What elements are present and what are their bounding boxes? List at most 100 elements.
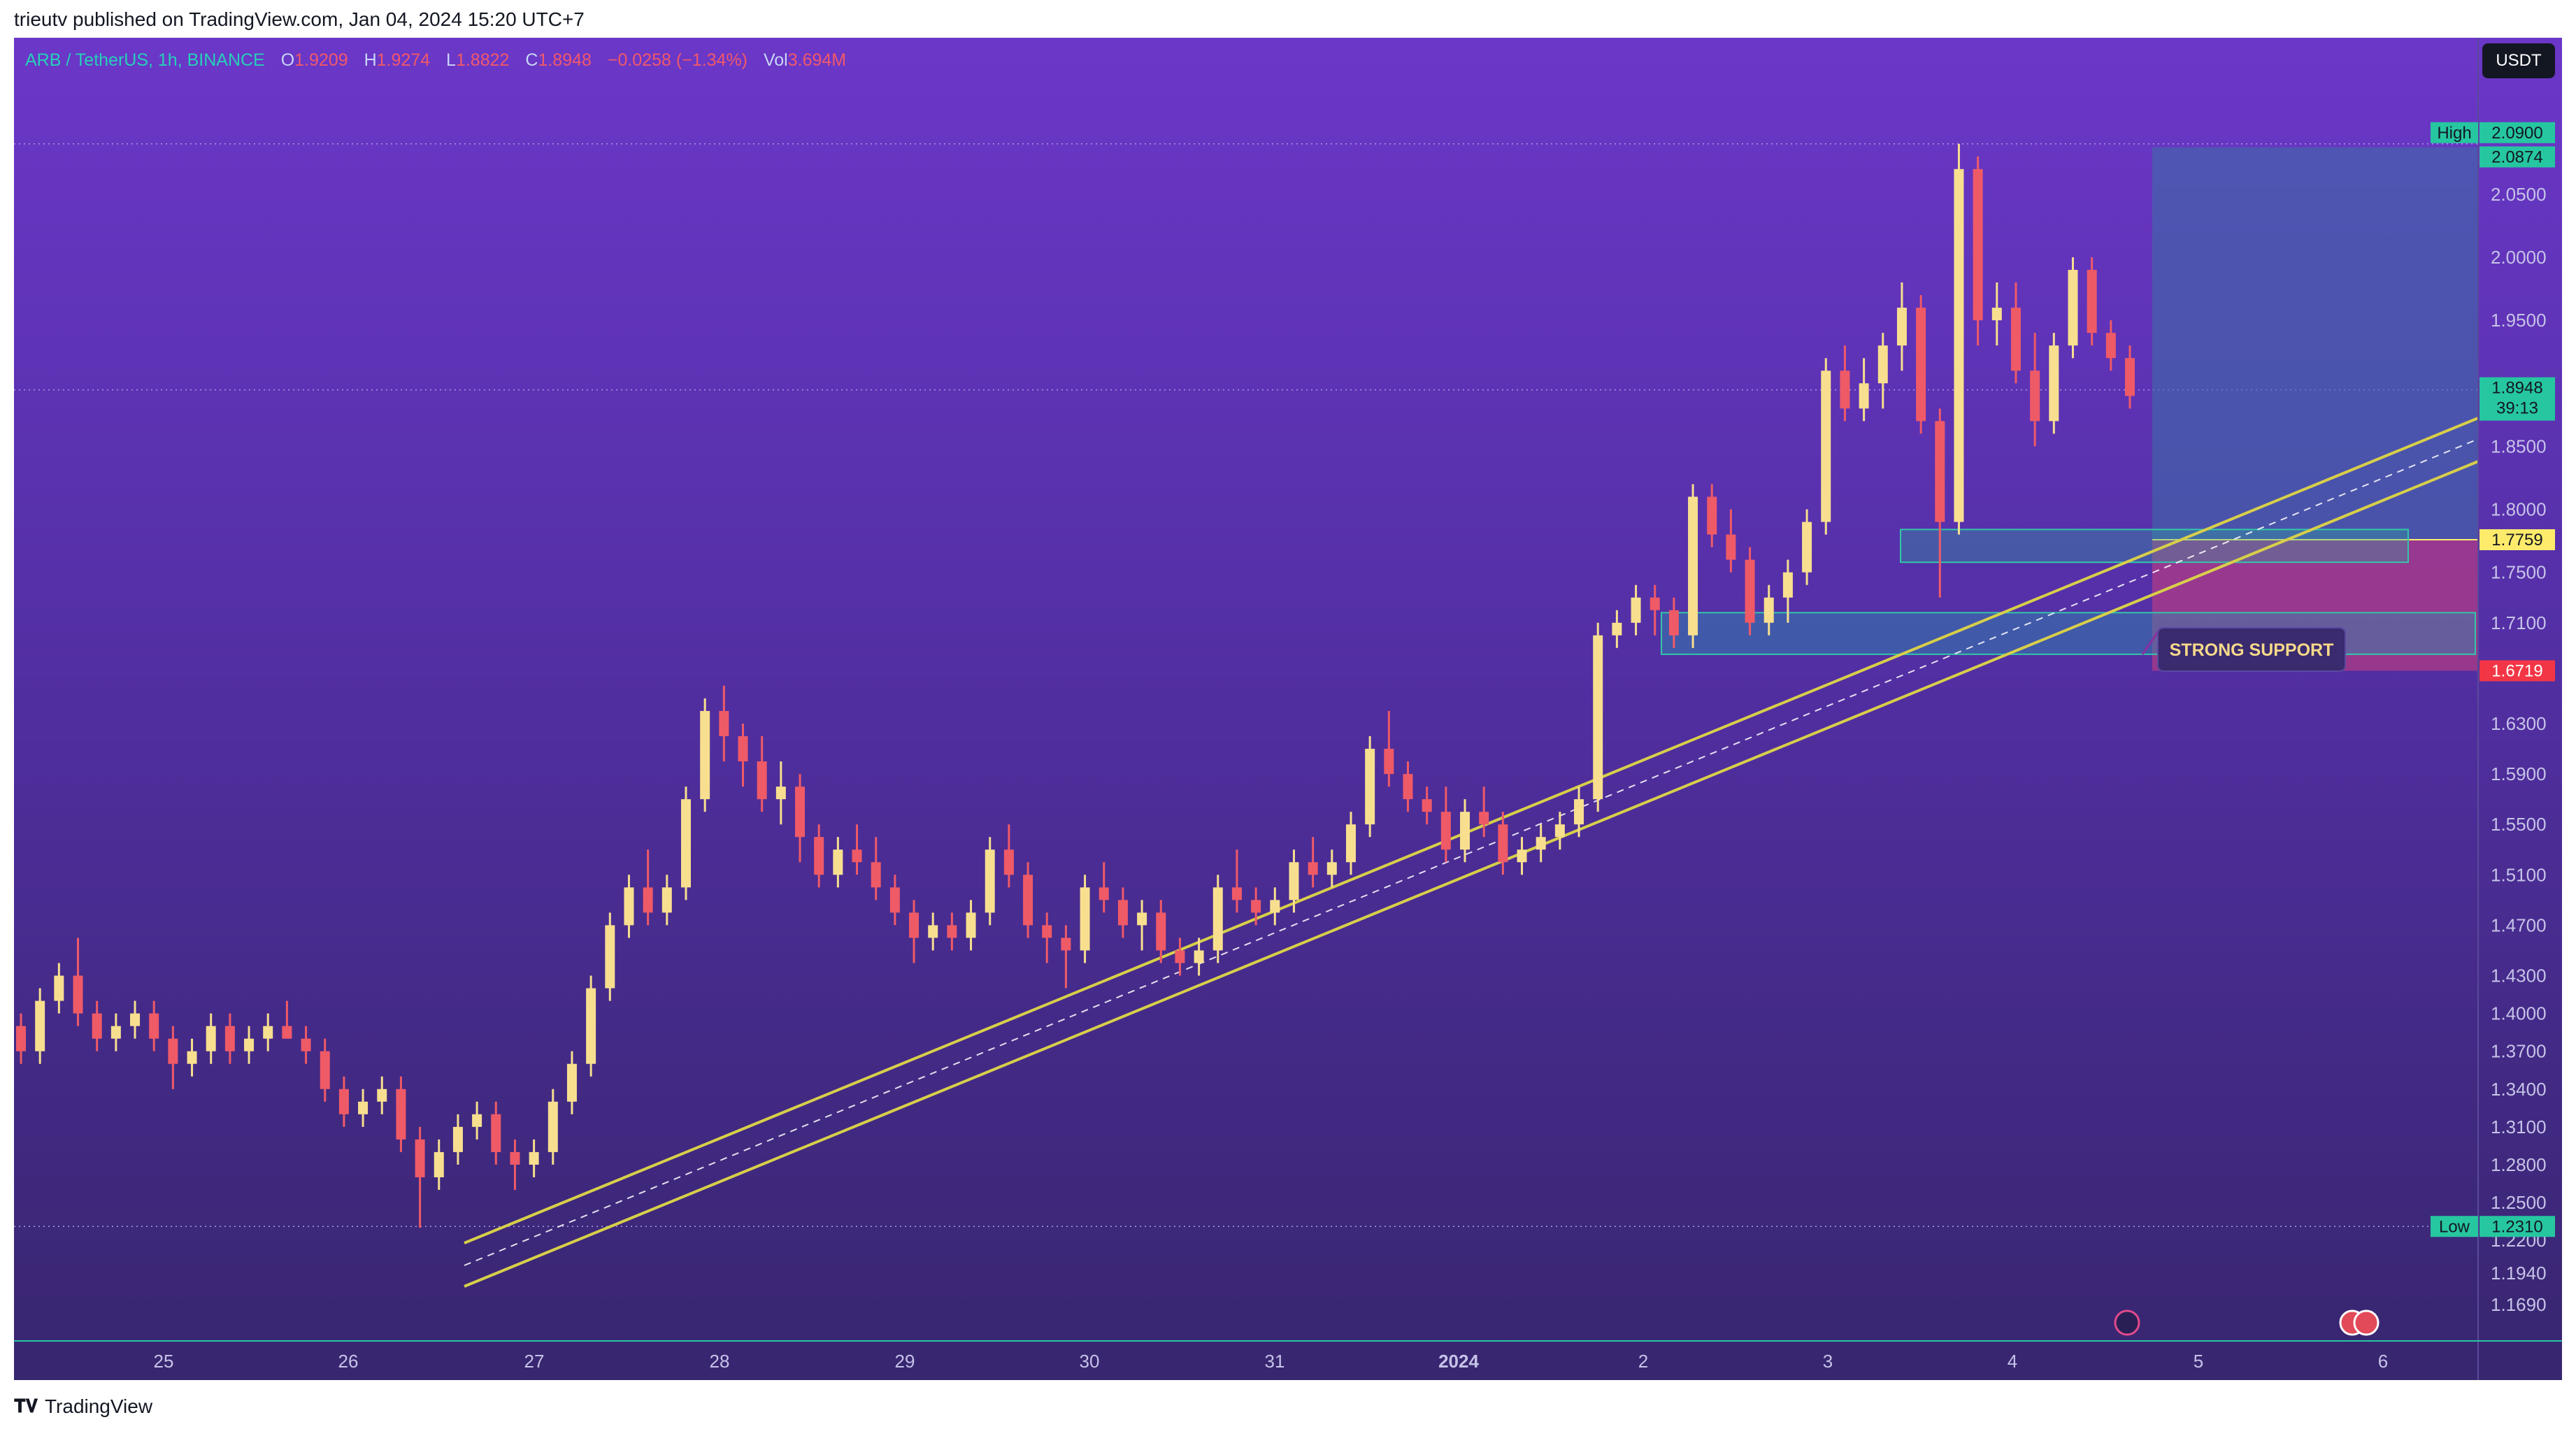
candle-body <box>700 710 710 800</box>
candle <box>833 837 843 888</box>
x-tick-label: 3 <box>1823 1351 1833 1372</box>
candle-body <box>586 988 596 1064</box>
y-tick-label: 1.7100 <box>2491 612 2547 633</box>
candle-body <box>358 1101 368 1114</box>
candle-body <box>1593 635 1603 800</box>
callout-text: STRONG SUPPORT <box>2170 640 2334 660</box>
candle-body <box>1175 950 1185 963</box>
candle-body <box>1289 862 1299 900</box>
candle-body <box>2125 358 2135 396</box>
candle-body <box>871 862 881 888</box>
candle <box>2105 320 2116 371</box>
y-tick-label: 2.0500 <box>2491 184 2547 205</box>
candle-body <box>643 887 653 913</box>
candle-body <box>244 1038 255 1051</box>
candle <box>1802 509 1812 585</box>
candle-body <box>1422 799 1432 812</box>
y-tick-label: 1.5900 <box>2491 763 2547 784</box>
candle-body <box>206 1026 216 1051</box>
candle-body <box>1365 749 1375 825</box>
candle <box>1536 824 1546 863</box>
candle <box>1688 484 1698 648</box>
candle <box>434 1139 444 1190</box>
candle <box>700 698 710 812</box>
candle-body <box>187 1051 197 1064</box>
candle <box>1935 408 1945 598</box>
candle <box>1593 622 1603 812</box>
candle <box>2030 333 2040 447</box>
candle-body <box>1326 862 1337 875</box>
candle <box>1973 156 1983 346</box>
candle <box>396 1076 406 1152</box>
candle <box>1326 849 1337 888</box>
candle <box>1384 710 1394 787</box>
x-tick-label: 2 <box>1638 1351 1648 1372</box>
x-tick-label: 27 <box>524 1351 545 1372</box>
candle-body <box>1251 900 1261 913</box>
candle <box>529 1139 539 1177</box>
candle-body <box>1859 383 1869 409</box>
candle <box>1859 358 1869 422</box>
candle-body <box>852 849 862 863</box>
price-label: 2.0900 High <box>2431 122 2555 143</box>
y-tick-label: 1.8000 <box>2491 499 2547 520</box>
candle-body <box>396 1089 406 1140</box>
price-label-prefix-box <box>2431 1216 2478 1237</box>
candle-body <box>2087 270 2097 333</box>
candle <box>1099 862 1109 913</box>
candle-body <box>1840 371 1850 409</box>
publisher-line: trieutv published on TradingView.com, Ja… <box>14 8 585 30</box>
price-label-prefix-box <box>2431 122 2478 143</box>
price-label-prefix: Low <box>2439 1217 2470 1236</box>
candle <box>1231 849 1242 913</box>
candles <box>16 143 2135 1228</box>
candle <box>377 1076 387 1114</box>
candle-body <box>1668 610 1679 635</box>
x-tick-label: 30 <box>1080 1351 1100 1372</box>
candle-body <box>889 887 900 913</box>
y-tick-label: 1.1940 <box>2491 1263 2547 1284</box>
candle <box>1650 584 1660 635</box>
candle-body <box>529 1151 539 1165</box>
candle <box>643 849 653 926</box>
candle <box>73 938 83 1026</box>
candle-body <box>757 761 767 800</box>
candle-body <box>1782 572 1793 598</box>
footer: 𝐓𝐕 TradingView <box>14 1395 152 1418</box>
candle-body <box>833 849 843 875</box>
candle <box>1574 787 1584 838</box>
price-label-timer: 39:13 <box>2496 399 2538 418</box>
candle-body <box>472 1114 482 1127</box>
candle <box>1763 584 1774 635</box>
currency-button[interactable]: USDT <box>2482 43 2555 78</box>
candle <box>680 787 691 900</box>
candle-body <box>1554 824 1565 838</box>
candle-body <box>149 1013 159 1039</box>
candle <box>871 837 881 900</box>
candle <box>1023 862 1033 938</box>
candle-body <box>1954 168 1964 522</box>
x-tick-label: 31 <box>1265 1351 1285 1372</box>
support-zone-upper <box>1900 529 2409 563</box>
price-label: 1.2310 Low <box>2431 1216 2555 1237</box>
x-tick-label: 2024 <box>1438 1351 1479 1372</box>
y-tick-label: 1.9500 <box>2491 310 2547 331</box>
candle <box>1460 799 1471 863</box>
candle <box>1080 875 1090 963</box>
candle <box>1137 900 1147 951</box>
candle-body <box>1003 849 1014 875</box>
candle <box>909 900 920 963</box>
candle <box>54 963 64 1014</box>
candle <box>2049 333 2059 434</box>
candle-body <box>1935 421 1945 522</box>
candle-body <box>110 1026 121 1039</box>
candle-body <box>377 1089 387 1102</box>
candle <box>1365 736 1375 838</box>
price-label-box <box>2480 1216 2555 1237</box>
candle-body <box>1156 912 1166 951</box>
candle-body <box>985 849 995 913</box>
candle <box>1498 812 1508 875</box>
candle <box>1877 333 1888 409</box>
candle-body <box>1270 900 1280 913</box>
